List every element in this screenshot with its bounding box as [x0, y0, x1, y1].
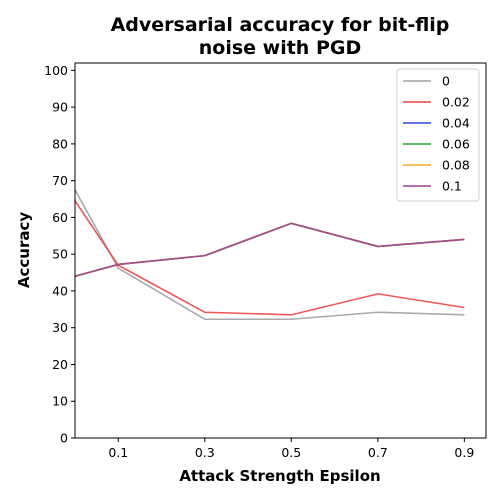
x-tick-label: 0.5	[281, 445, 301, 460]
y-tick-label: 70	[52, 173, 68, 188]
y-tick-label: 40	[52, 283, 68, 298]
series-line-0-02	[75, 201, 464, 315]
y-tick-label: 0	[60, 431, 68, 446]
plot-lines	[75, 190, 464, 319]
y-tick-label: 80	[52, 136, 68, 151]
y-tick-label: 50	[52, 247, 68, 262]
y-tick-label: 20	[52, 357, 68, 372]
legend-label: 0.04	[442, 116, 470, 131]
x-tick-label: 0.3	[195, 445, 215, 460]
y-axis-label: Accuracy	[15, 212, 33, 288]
y-tick-label: 100	[44, 63, 68, 78]
y-axis-ticks: 0 10 20 30 40 50 60 70 80 90 100	[44, 63, 75, 446]
y-tick-label: 10	[52, 394, 68, 409]
legend-label: 0.08	[442, 158, 470, 173]
chart-title-line-2: noise with PGD	[199, 37, 361, 59]
y-tick-label: 30	[52, 320, 68, 335]
legend-label: 0.06	[442, 137, 470, 152]
legend: 0 0.02 0.04 0.06 0.08 0.1	[397, 69, 479, 201]
x-axis-ticks: 0.1 0.3 0.5 0.7 0.9	[108, 438, 474, 460]
legend-label: 0.1	[442, 179, 462, 194]
x-tick-label: 0.1	[108, 445, 128, 460]
series-line-0	[75, 190, 464, 319]
y-tick-label: 90	[52, 100, 68, 115]
chart-title: Adversarial accuracy for bit-flip noise …	[111, 14, 450, 59]
legend-box	[397, 69, 479, 201]
x-tick-label: 0.7	[368, 445, 388, 460]
legend-label: 0	[442, 74, 450, 89]
y-tick-label: 60	[52, 210, 68, 225]
x-axis-label: Attack Strength Epsilon	[179, 467, 380, 485]
chart-title-line-1: Adversarial accuracy for bit-flip	[111, 14, 450, 36]
x-tick-label: 0.9	[454, 445, 474, 460]
series-line-0-1	[75, 223, 464, 276]
legend-label: 0.02	[442, 95, 470, 110]
